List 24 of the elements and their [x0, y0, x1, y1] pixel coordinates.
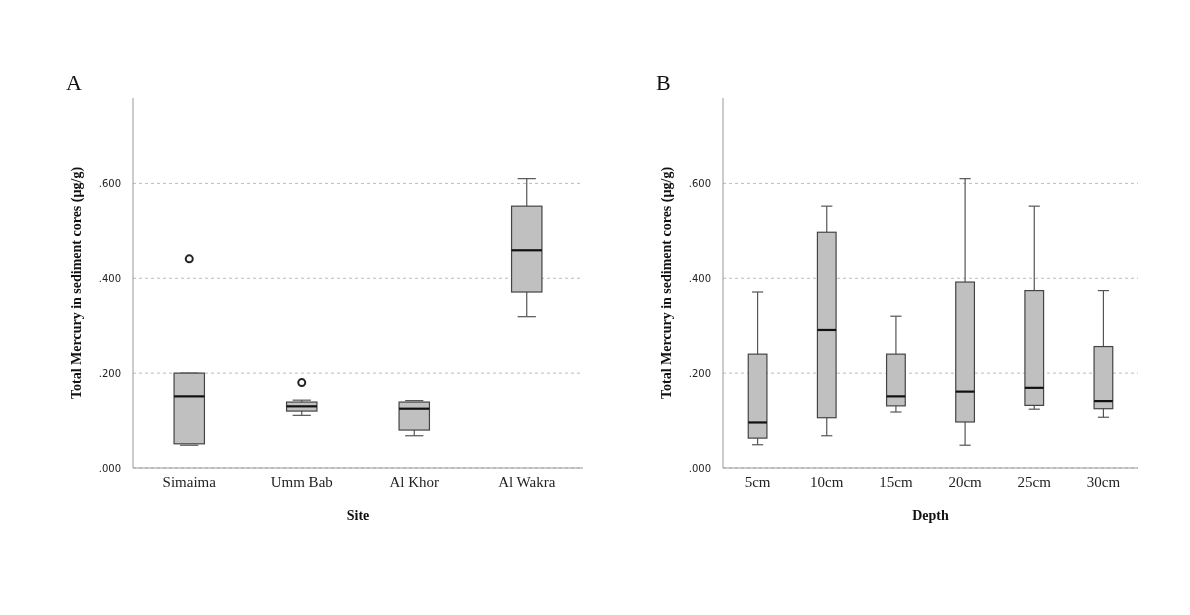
y-axis-title: Total Mercury in sediment cores (µg/g)	[658, 166, 675, 400]
x-tick-label: Al Wakra	[498, 473, 556, 490]
y-tick-label: .000	[688, 462, 711, 474]
y-tick-label: .400	[98, 272, 121, 284]
y-tick-label: .600	[98, 177, 121, 189]
chart-title: A	[66, 70, 82, 96]
x-tick-label: Al Khor	[389, 473, 440, 490]
y-tick-label: .200	[98, 367, 121, 379]
y-tick-label: .600	[688, 177, 711, 189]
x-axis-title: Site	[346, 508, 370, 523]
y-tick-label: .200	[688, 367, 711, 379]
x-tick-label: 30cm	[1086, 473, 1121, 490]
y-tick-label: .000	[98, 462, 121, 474]
x-tick-label: Simaima	[162, 473, 217, 490]
x-tick-label: 25cm	[1017, 473, 1052, 490]
x-tick-label: Umm Bab	[270, 473, 333, 490]
x-tick-label: 20cm	[948, 473, 983, 490]
y-tick-label: .400	[688, 272, 711, 284]
chart-title: B	[656, 70, 671, 96]
x-tick-label: 10cm	[810, 473, 844, 490]
y-axis-title: Total Mercury in sediment cores (µg/g)	[68, 166, 85, 400]
x-tick-label: 5cm	[744, 473, 771, 490]
x-axis-title: Depth	[912, 508, 949, 523]
x-tick-label: 15cm	[879, 473, 913, 490]
